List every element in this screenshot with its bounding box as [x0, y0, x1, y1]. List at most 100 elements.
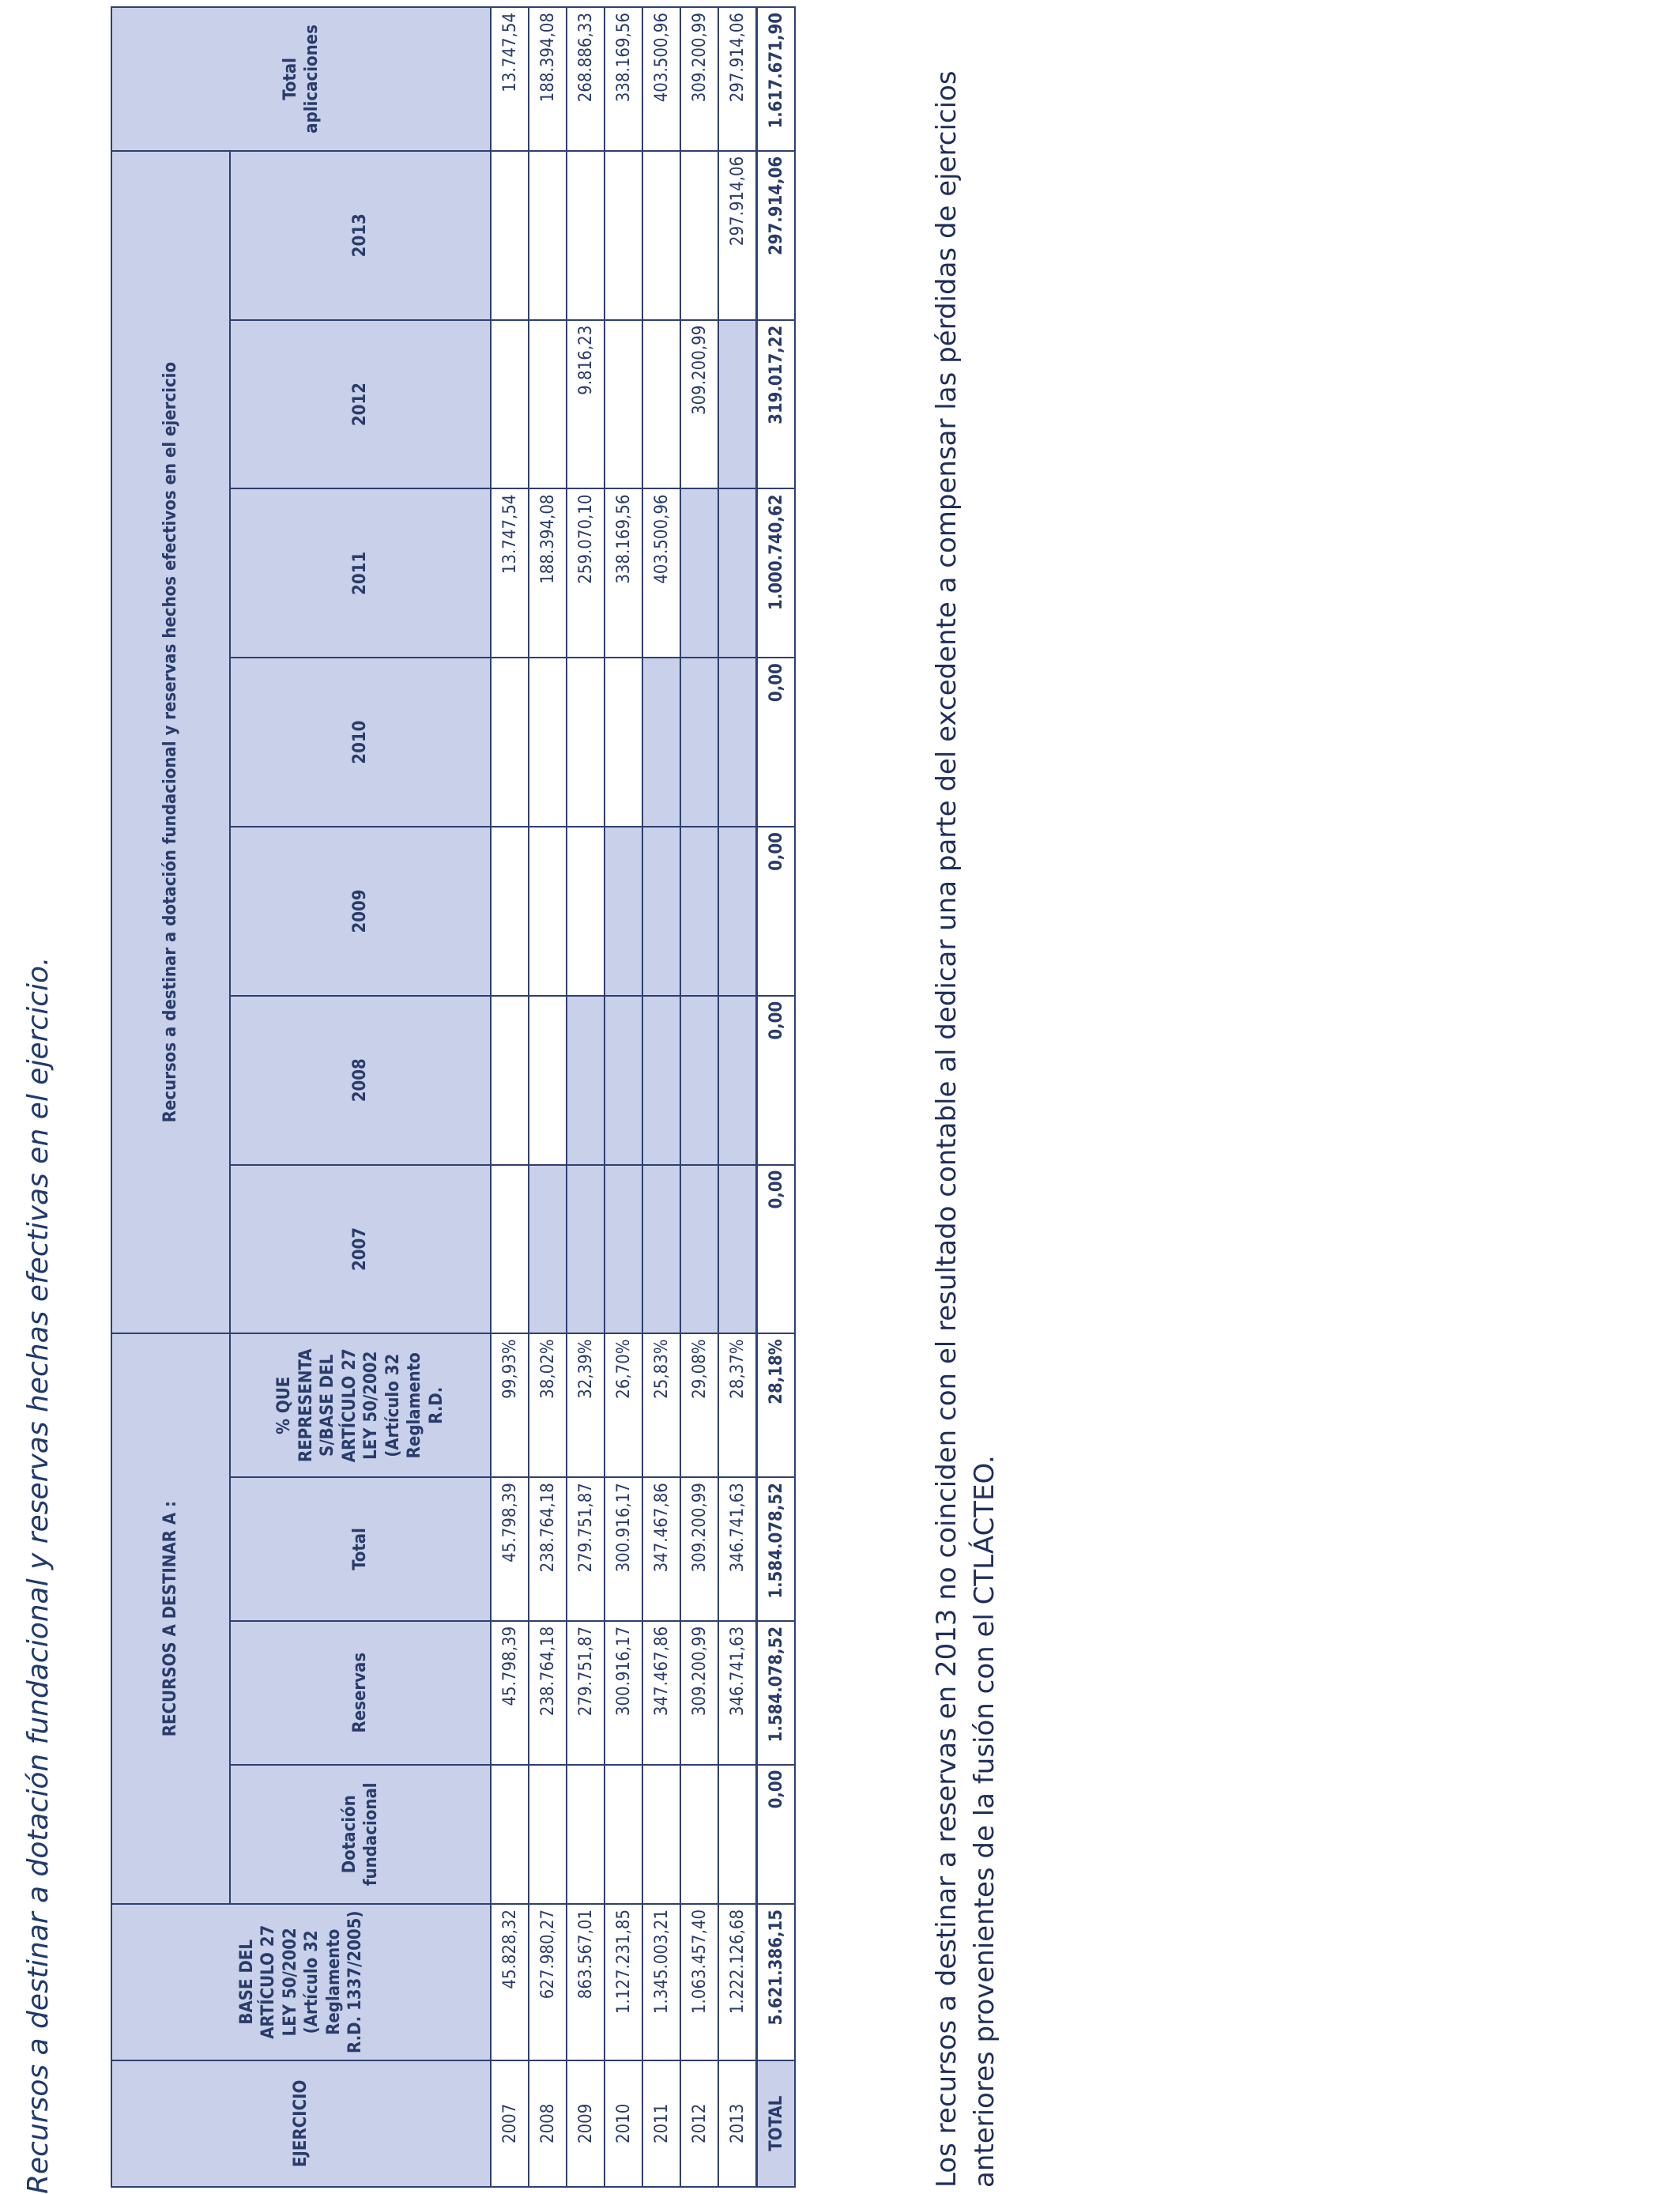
cell-y2008: [718, 995, 757, 1165]
cell-total-aplicaciones: 268.886,33: [567, 7, 605, 151]
header-year-2008: 2008: [230, 995, 491, 1165]
cell-base: 5.621.386,15: [756, 1903, 795, 2060]
cell-reservas: 1.584.078,52: [756, 1620, 795, 1765]
header-year-2012: 2012: [230, 319, 491, 489]
totals-row: TOTAL 5.621.386,15 0,00 1.584.078,52 1.5…: [756, 7, 795, 2187]
cell-total: 300.916,17: [605, 1477, 642, 1621]
cell-y2009: [718, 827, 757, 996]
cell-total-aplicaciones: 297.914,06: [718, 7, 757, 151]
cell-y2007: [529, 1164, 567, 1334]
cell-y2007: [680, 1164, 718, 1334]
cell-y2013: [491, 150, 529, 320]
cell-base: 45.828,32: [491, 1903, 529, 2060]
cell-dotacion: [605, 1764, 642, 1904]
cell-total-aplicaciones: 338.169,56: [605, 7, 642, 151]
cell-dotacion: [642, 1764, 680, 1904]
cell-pct: 28,37%: [718, 1333, 757, 1478]
table-row: 2009 863.567,01 279.751,87 279.751,87 32…: [567, 7, 605, 2187]
cell-reservas: 309.200,99: [680, 1620, 718, 1765]
header-porcentaje: % QUE REPRESENTA S/BASE DEL ARTÍCULO 27 …: [230, 1333, 491, 1478]
cell-y2012: [718, 319, 757, 489]
cell-ejercicio: 2007: [491, 2060, 529, 2187]
cell-y2011: 338.169,56: [605, 488, 642, 658]
cell-dotacion: 0,00: [756, 1764, 795, 1904]
cell-total: 347.467,86: [642, 1477, 680, 1621]
cell-y2008: [680, 995, 718, 1165]
cell-y2013: [605, 150, 642, 320]
cell-y2013: 297.914,06: [718, 150, 757, 320]
cell-total-aplicaciones: 309.200,99: [680, 7, 718, 151]
cell-y2013: [642, 150, 680, 320]
cell-dotacion: [718, 1764, 757, 1904]
cell-ejercicio: 2008: [529, 2060, 567, 2187]
header-efectivos-group: Recursos a destinar a dotación fundacion…: [111, 150, 230, 1334]
cell-base: 1.127.231,85: [605, 1903, 642, 2060]
table-row: 2008 627.980,27 238.764,18 238.764,18 38…: [529, 7, 567, 2187]
cell-total: 346.741,63: [718, 1477, 757, 1621]
cell-y2011: [718, 488, 757, 658]
cell-y2007: [718, 1164, 757, 1334]
header-dotacion: Dotación fundacional: [230, 1764, 491, 1904]
cell-total: 309.200,99: [680, 1477, 718, 1621]
cell-pct: 25,83%: [642, 1333, 680, 1478]
cell-y2009: 0,00: [756, 827, 795, 996]
header-year-2011: 2011: [230, 488, 491, 658]
cell-y2009: [567, 827, 605, 996]
cell-pct: 26,70%: [605, 1333, 642, 1478]
cell-pct: 28,18%: [756, 1333, 795, 1478]
cell-base: 627.980,27: [529, 1903, 567, 2060]
cell-total: 279.751,87: [567, 1477, 605, 1621]
cell-y2010: [718, 658, 757, 827]
cell-y2013: [680, 150, 718, 320]
cell-dotacion: [491, 1764, 529, 1904]
cell-y2008: [567, 995, 605, 1165]
cell-total-aplicaciones: 1.617.671,90: [756, 7, 795, 151]
cell-y2008: [605, 995, 642, 1165]
cell-y2010: [680, 658, 718, 827]
cell-ejercicio: 2012: [680, 2060, 718, 2187]
table-row: 2012 1.063.457,40 309.200,99 309.200,99 …: [680, 7, 718, 2187]
cell-pct: 29,08%: [680, 1333, 718, 1478]
cell-ejercicio: 2011: [642, 2060, 680, 2187]
cell-y2010: [567, 658, 605, 827]
cell-y2009: [642, 827, 680, 996]
cell-base: 1.222.126,68: [718, 1903, 757, 2060]
cell-y2009: [605, 827, 642, 996]
footnote: Los recursos a destinar a reservas en 20…: [931, 70, 1000, 2188]
cell-y2013: [567, 150, 605, 320]
cell-y2012: 319.017,22: [756, 319, 795, 489]
cell-y2013: [529, 150, 567, 320]
table-row: 2013 1.222.126,68 346.741,63 346.741,63 …: [718, 7, 757, 2187]
cell-reservas: 45.798,39: [491, 1620, 529, 1765]
cell-total-aplicaciones: 403.500,96: [642, 7, 680, 151]
cell-y2011: 1.000.740,62: [756, 488, 795, 658]
cell-ejercicio: 2013: [718, 2060, 757, 2187]
cell-y2007: 0,00: [756, 1164, 795, 1334]
resources-table: EJERCICIO BASE DEL ARTÍCULO 27 LEY 50/20…: [111, 6, 796, 2188]
header-year-2010: 2010: [230, 658, 491, 827]
cell-reservas: 346.741,63: [718, 1620, 757, 1765]
cell-pct: 32,39%: [567, 1333, 605, 1478]
header-recursos-group: RECURSOS A DESTINAR A :: [111, 1333, 230, 1904]
header-total-aplicaciones: Total aplicaciones: [111, 7, 491, 151]
page-title: Recursos a destinar a dotación fundacion…: [22, 956, 55, 2194]
cell-y2007: [567, 1164, 605, 1334]
cell-ejercicio: 2009: [567, 2060, 605, 2187]
cell-reservas: 279.751,87: [567, 1620, 605, 1765]
header-ejercicio: EJERCICIO: [111, 2060, 491, 2187]
cell-reservas: 238.764,18: [529, 1620, 567, 1765]
header-total: Total: [230, 1477, 491, 1621]
cell-reservas: 347.467,86: [642, 1620, 680, 1765]
cell-total-label: TOTAL: [756, 2060, 795, 2187]
cell-y2009: [680, 827, 718, 996]
cell-y2008: [642, 995, 680, 1165]
cell-y2009: [491, 827, 529, 996]
cell-dotacion: [529, 1764, 567, 1904]
cell-y2008: [529, 995, 567, 1165]
cell-total-aplicaciones: 188.394,08: [529, 7, 567, 151]
cell-y2012: [605, 319, 642, 489]
cell-y2007: [642, 1164, 680, 1334]
cell-y2010: [529, 658, 567, 827]
cell-total: 1.584.078,52: [756, 1477, 795, 1621]
